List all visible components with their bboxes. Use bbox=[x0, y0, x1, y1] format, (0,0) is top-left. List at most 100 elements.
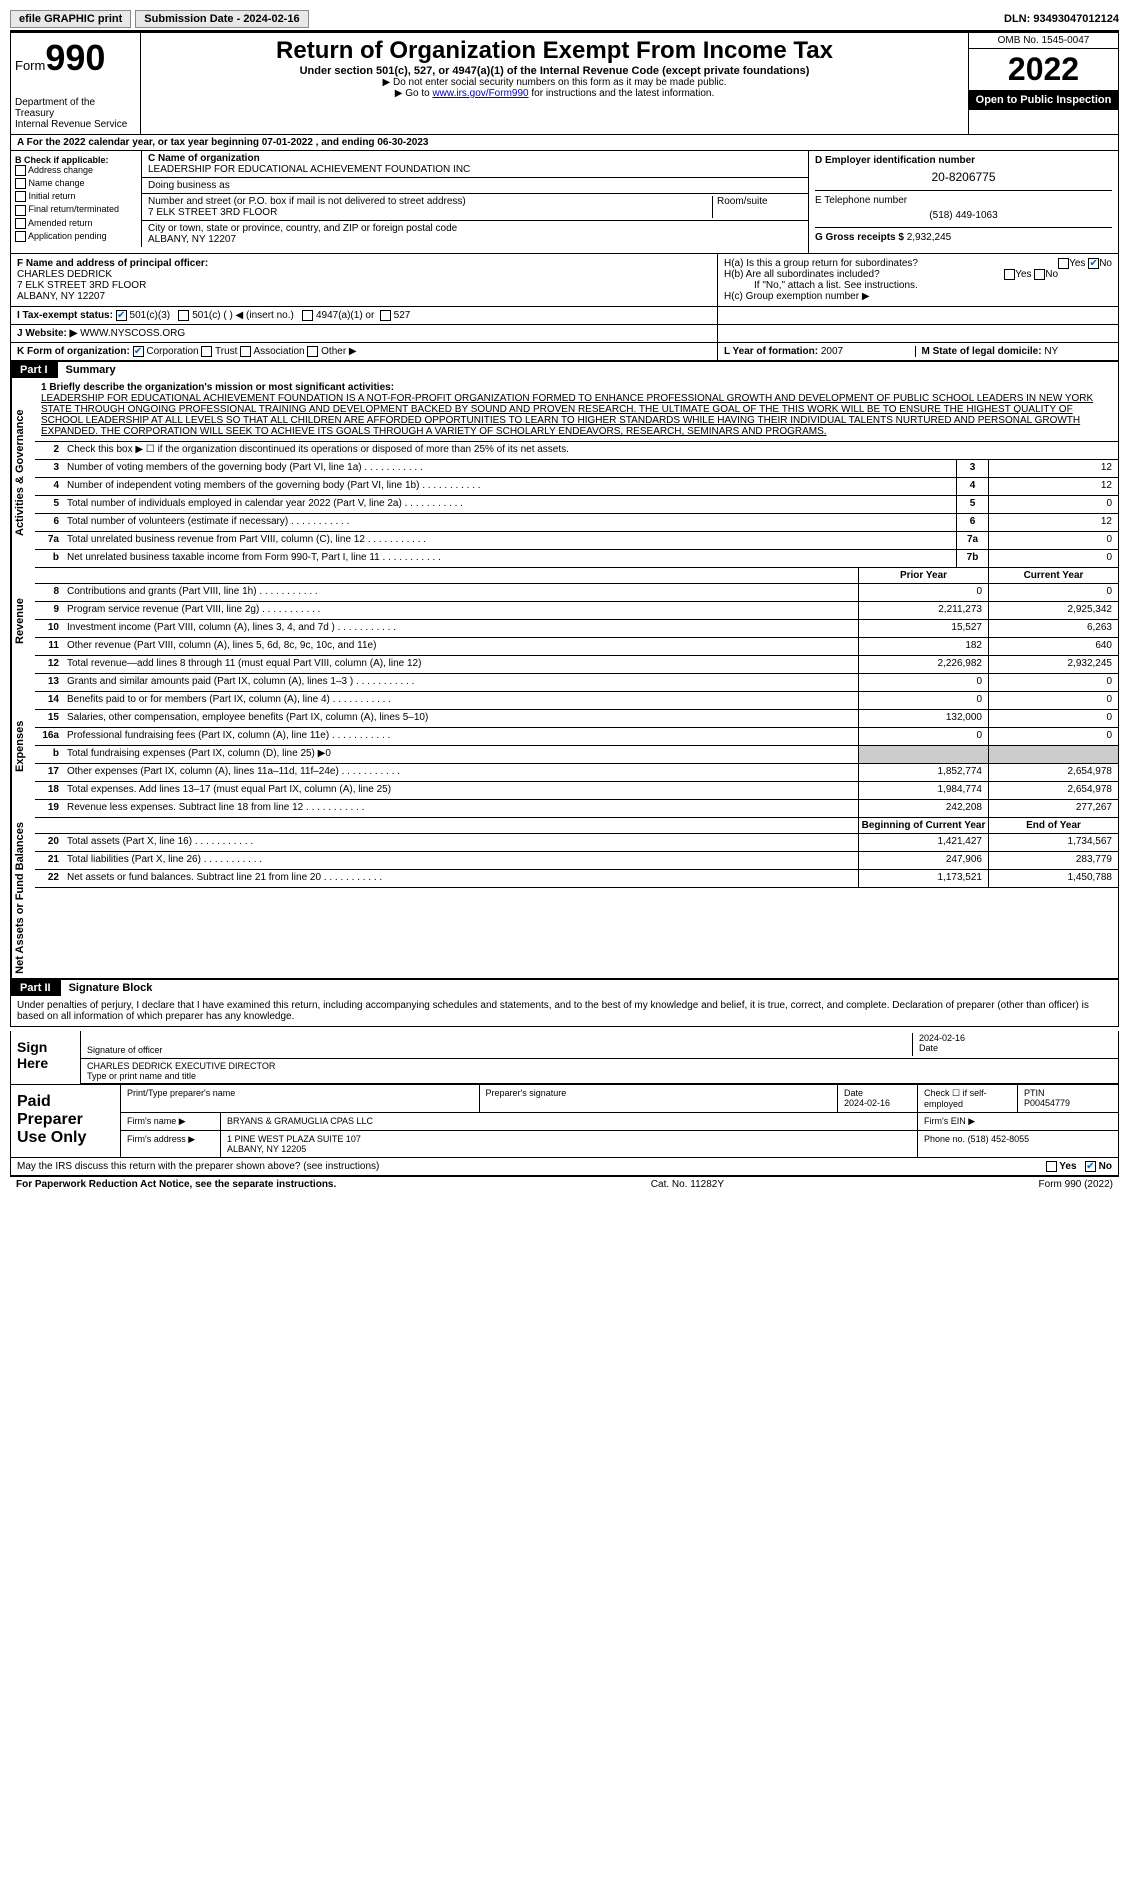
cat-no: Cat. No. 11282Y bbox=[651, 1179, 724, 1190]
phone-value: (518) 449-1063 bbox=[815, 210, 1112, 221]
checkbox-app-pending[interactable] bbox=[15, 231, 26, 242]
prep-name-label: Print/Type preparer's name bbox=[121, 1085, 480, 1112]
tax-year: 2022 bbox=[969, 49, 1118, 90]
col-b-checkboxes: B Check if applicable: Address change Na… bbox=[11, 151, 141, 253]
line3-desc: Number of voting members of the governin… bbox=[63, 460, 956, 477]
k-form-org-label: K Form of organization: bbox=[17, 346, 130, 357]
governance-section: Activities & Governance 1 Briefly descri… bbox=[10, 378, 1119, 568]
discuss-yes[interactable] bbox=[1046, 1161, 1057, 1172]
e-phone-label: E Telephone number bbox=[815, 195, 1112, 206]
efile-print-button[interactable]: efile GRAPHIC print bbox=[10, 10, 131, 28]
form990-link[interactable]: www.irs.gov/Form990 bbox=[432, 88, 528, 99]
netassets-section: Net Assets or Fund Balances Beginning of… bbox=[10, 818, 1119, 979]
hb-yes[interactable] bbox=[1004, 269, 1015, 280]
line6-val: 12 bbox=[988, 514, 1118, 531]
line7b-val: 0 bbox=[988, 550, 1118, 567]
vtab-governance: Activities & Governance bbox=[11, 378, 35, 568]
firm-addr-label: Firm's address ▶ bbox=[121, 1131, 221, 1157]
revenue-section: Revenue Prior YearCurrent Year 8Contribu… bbox=[10, 568, 1119, 674]
current-year-hdr: Current Year bbox=[988, 568, 1118, 583]
expenses-section: Expenses 13Grants and similar amounts pa… bbox=[10, 674, 1119, 818]
dln-label: DLN: 93493047012124 bbox=[1004, 13, 1119, 25]
org-association[interactable] bbox=[240, 346, 251, 357]
type-name-label: Type or print name and title bbox=[87, 1071, 1112, 1081]
checkbox-initial-return[interactable] bbox=[15, 191, 26, 202]
vtab-revenue: Revenue bbox=[11, 568, 35, 674]
open-inspection: Open to Public Inspection bbox=[969, 90, 1118, 110]
street-value: 7 ELK STREET 3RD FLOOR bbox=[148, 207, 712, 218]
l-year-value: 2007 bbox=[821, 346, 843, 357]
topbar: efile GRAPHIC print Submission Date - 20… bbox=[10, 10, 1119, 32]
penalty-statement: Under penalties of perjury, I declare th… bbox=[10, 996, 1119, 1027]
f-officer-label: F Name and address of principal officer: bbox=[17, 258, 711, 269]
hc-label: H(c) Group exemption number ▶ bbox=[724, 291, 1112, 302]
line4-desc: Number of independent voting members of … bbox=[63, 478, 956, 495]
j-website-label: J Website: ▶ bbox=[17, 328, 77, 339]
org-trust[interactable] bbox=[201, 346, 212, 357]
prior-year-hdr: Prior Year bbox=[858, 568, 988, 583]
row-a-taxyear: A For the 2022 calendar year, or tax yea… bbox=[10, 135, 1119, 151]
ha-no[interactable] bbox=[1088, 258, 1099, 269]
website-value: WWW.NYSCOSS.ORG bbox=[77, 328, 185, 339]
discuss-no[interactable] bbox=[1085, 1161, 1096, 1172]
form-prefix: Form bbox=[15, 58, 45, 73]
l-year-label: L Year of formation: bbox=[724, 346, 818, 357]
ha-label: H(a) Is this a group return for subordin… bbox=[724, 258, 918, 269]
dept-label: Department of the Treasury bbox=[15, 97, 136, 119]
part1-num: Part I bbox=[10, 362, 58, 378]
officer-addr2: ALBANY, NY 12207 bbox=[17, 291, 711, 302]
col-b-label: B Check if applicable: bbox=[15, 155, 137, 165]
firm-addr: 1 PINE WEST PLAZA SUITE 107 bbox=[227, 1134, 361, 1144]
line5-desc: Total number of individuals employed in … bbox=[63, 496, 956, 513]
org-corporation[interactable] bbox=[133, 346, 144, 357]
status-501c[interactable] bbox=[178, 310, 189, 321]
form-note1: ▶ Do not enter social security numbers o… bbox=[145, 77, 964, 88]
firm-city: ALBANY, NY 12205 bbox=[227, 1144, 306, 1154]
line4-val: 12 bbox=[988, 478, 1118, 495]
ein-value: 20-8206775 bbox=[815, 170, 1112, 184]
pra-notice: For Paperwork Reduction Act Notice, see … bbox=[16, 1179, 336, 1190]
form-title: Return of Organization Exempt From Incom… bbox=[145, 37, 964, 65]
checkbox-final-return[interactable] bbox=[15, 205, 26, 216]
note2-pre: ▶ Go to bbox=[395, 88, 433, 99]
checkbox-name-change[interactable] bbox=[15, 178, 26, 189]
sig-date: 2024-02-16 bbox=[919, 1033, 1112, 1043]
part2-num: Part II bbox=[10, 980, 61, 996]
line3-val: 12 bbox=[988, 460, 1118, 477]
part1-title: Summary bbox=[58, 361, 1119, 378]
checkbox-address-change[interactable] bbox=[15, 165, 26, 176]
form-footer: Form 990 (2022) bbox=[1039, 1179, 1113, 1190]
vtab-netassets: Net Assets or Fund Balances bbox=[11, 818, 35, 978]
street-label: Number and street (or P.O. box if mail i… bbox=[148, 196, 712, 207]
line7a-val: 0 bbox=[988, 532, 1118, 549]
officer-name-title: CHARLES DEDRICK EXECUTIVE DIRECTOR bbox=[87, 1061, 1112, 1071]
firm-phone: (518) 452-8055 bbox=[968, 1134, 1030, 1144]
vtab-expenses: Expenses bbox=[11, 674, 35, 818]
discuss-question: May the IRS discuss this return with the… bbox=[11, 1158, 958, 1175]
status-527[interactable] bbox=[380, 310, 391, 321]
i-tax-status-label: I Tax-exempt status: bbox=[17, 310, 113, 321]
submission-date-button[interactable]: Submission Date - 2024-02-16 bbox=[135, 10, 308, 28]
city-label: City or town, state or province, country… bbox=[148, 223, 802, 234]
note2-post: for instructions and the latest informat… bbox=[529, 88, 715, 99]
part1-header: Part I Summary bbox=[10, 361, 1119, 378]
checkbox-amended[interactable] bbox=[15, 218, 26, 229]
ha-yes[interactable] bbox=[1058, 258, 1069, 269]
city-value: ALBANY, NY 12207 bbox=[148, 234, 802, 245]
org-name: LEADERSHIP FOR EDUCATIONAL ACHIEVEMENT F… bbox=[148, 164, 802, 175]
org-other[interactable] bbox=[307, 346, 318, 357]
part2-header: Part II Signature Block bbox=[10, 979, 1119, 996]
sig-officer-label: Signature of officer bbox=[87, 1045, 912, 1055]
part2-title: Signature Block bbox=[61, 979, 1119, 996]
d-ein-label: D Employer identification number bbox=[815, 155, 1112, 166]
c-name-label: C Name of organization bbox=[148, 153, 802, 164]
self-employed-label: Check ☐ if self-employed bbox=[918, 1085, 1018, 1112]
entity-block: B Check if applicable: Address change Na… bbox=[10, 151, 1119, 254]
status-4947[interactable] bbox=[302, 310, 313, 321]
hb-no[interactable] bbox=[1034, 269, 1045, 280]
ptin-value: P00454779 bbox=[1024, 1098, 1070, 1108]
form-subtitle: Under section 501(c), 527, or 4947(a)(1)… bbox=[145, 65, 964, 77]
status-501c3[interactable] bbox=[116, 310, 127, 321]
paid-preparer-label: Paid Preparer Use Only bbox=[11, 1085, 121, 1157]
begin-year-hdr: Beginning of Current Year bbox=[858, 818, 988, 833]
